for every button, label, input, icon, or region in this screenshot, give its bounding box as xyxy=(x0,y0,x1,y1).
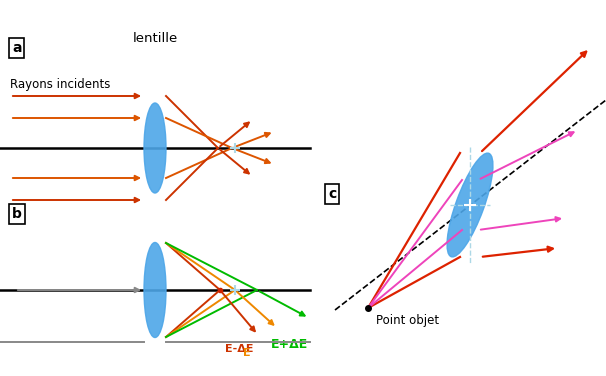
Ellipse shape xyxy=(447,153,493,257)
Text: b: b xyxy=(12,207,22,221)
Text: E+ΔE: E+ΔE xyxy=(271,338,308,351)
Text: lentille: lentille xyxy=(132,32,178,45)
Ellipse shape xyxy=(144,103,166,193)
Text: E: E xyxy=(243,348,251,358)
Text: Rayons incidents: Rayons incidents xyxy=(10,78,110,91)
Text: a: a xyxy=(12,41,21,55)
Text: c: c xyxy=(328,187,336,201)
Text: E-ΔE: E-ΔE xyxy=(225,344,253,354)
Ellipse shape xyxy=(144,243,166,338)
Text: Point objet: Point objet xyxy=(376,314,439,327)
